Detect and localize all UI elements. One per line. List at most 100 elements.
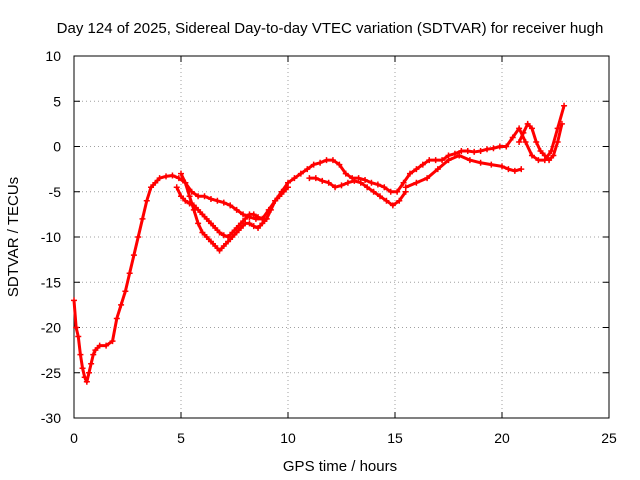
data-point xyxy=(424,175,431,182)
data-point xyxy=(368,179,375,186)
axis-ticks: 0 5 10 15 20 25 10 5 0 -5 -10 -15 -20 -25 -30 xyxy=(41,48,617,446)
x-tick-label: 10 xyxy=(280,430,296,446)
data-point xyxy=(505,166,512,173)
data-point xyxy=(83,378,90,385)
y-tick-label: -25 xyxy=(41,365,61,381)
data-point xyxy=(88,360,95,367)
data-point xyxy=(212,243,219,250)
data-point xyxy=(310,161,317,168)
data-point xyxy=(103,342,110,349)
data-point xyxy=(216,247,223,254)
data-point xyxy=(516,138,523,145)
data-point xyxy=(458,148,465,155)
y-axis-label: SDTVAR / TECUs xyxy=(5,177,22,297)
data-point xyxy=(199,211,206,218)
data-point xyxy=(276,193,283,200)
data-point xyxy=(75,333,82,340)
data-point xyxy=(400,179,407,186)
data-point xyxy=(225,234,232,240)
x-tick-label: 25 xyxy=(601,430,617,446)
y-tick-label: 5 xyxy=(53,93,61,109)
data-point xyxy=(402,184,409,191)
data-point xyxy=(220,243,227,250)
data-point xyxy=(387,188,394,195)
data-point xyxy=(336,161,343,168)
data-point xyxy=(163,173,170,180)
data-point xyxy=(370,188,377,195)
data-point xyxy=(304,166,311,173)
data-point xyxy=(220,232,227,239)
data-point xyxy=(342,170,349,177)
data-point xyxy=(169,172,176,179)
data-point xyxy=(272,197,279,204)
y-tick-label: -15 xyxy=(41,274,61,290)
data-point xyxy=(182,197,189,204)
data-point xyxy=(362,176,369,183)
data-point xyxy=(156,175,163,182)
data-point xyxy=(220,199,227,206)
data-point xyxy=(464,148,471,155)
data-point xyxy=(329,157,336,164)
data-point xyxy=(77,351,84,358)
data-point xyxy=(81,374,88,381)
data-series-3 xyxy=(173,184,270,240)
data-point xyxy=(118,301,125,308)
data-point xyxy=(178,193,184,200)
data-point xyxy=(434,166,441,173)
data-point xyxy=(509,134,516,141)
data-point xyxy=(511,167,518,174)
data-point xyxy=(255,224,262,231)
data-point xyxy=(516,125,523,132)
data-point xyxy=(214,197,221,204)
data-point xyxy=(520,129,527,136)
data-point xyxy=(175,175,182,182)
data-point xyxy=(383,197,390,204)
x-tick-label: 5 xyxy=(177,430,185,446)
data-point xyxy=(499,163,505,170)
data-point xyxy=(432,157,439,164)
data-point xyxy=(394,188,401,195)
data-point xyxy=(233,224,240,231)
data-point xyxy=(554,138,561,145)
data-point xyxy=(338,182,345,189)
data-point xyxy=(456,152,463,159)
data-point xyxy=(312,175,319,182)
data-point xyxy=(182,179,189,186)
data-point xyxy=(79,365,86,372)
data-point xyxy=(250,211,257,218)
data-point xyxy=(297,170,304,177)
data-point xyxy=(377,193,384,200)
data-point xyxy=(344,179,351,186)
data-point xyxy=(445,157,452,164)
data-point xyxy=(528,125,535,132)
data-point xyxy=(186,200,193,207)
data-point xyxy=(242,215,249,222)
data-point xyxy=(229,229,236,236)
data-point xyxy=(477,148,484,155)
data-point xyxy=(332,184,339,191)
data-point xyxy=(207,220,214,227)
data-series-5 xyxy=(402,152,525,191)
data-point xyxy=(263,215,270,222)
data-series-2 xyxy=(178,170,291,254)
data-point xyxy=(561,102,568,109)
data-point xyxy=(364,184,371,191)
data-point xyxy=(90,351,97,358)
data-point xyxy=(195,193,202,200)
data-point xyxy=(203,234,210,240)
data-point xyxy=(207,238,214,245)
data-point xyxy=(139,215,146,222)
data-point xyxy=(471,148,478,155)
y-tick-label: 10 xyxy=(45,48,61,64)
data-point xyxy=(528,152,535,159)
data-point xyxy=(126,270,133,277)
data-point xyxy=(477,159,484,166)
data-point xyxy=(396,197,403,204)
data-point xyxy=(201,193,208,200)
data-point xyxy=(186,193,193,200)
series-trace xyxy=(179,173,290,253)
data-point xyxy=(533,138,540,145)
data-point xyxy=(122,288,129,295)
data-series-6 xyxy=(516,120,565,164)
